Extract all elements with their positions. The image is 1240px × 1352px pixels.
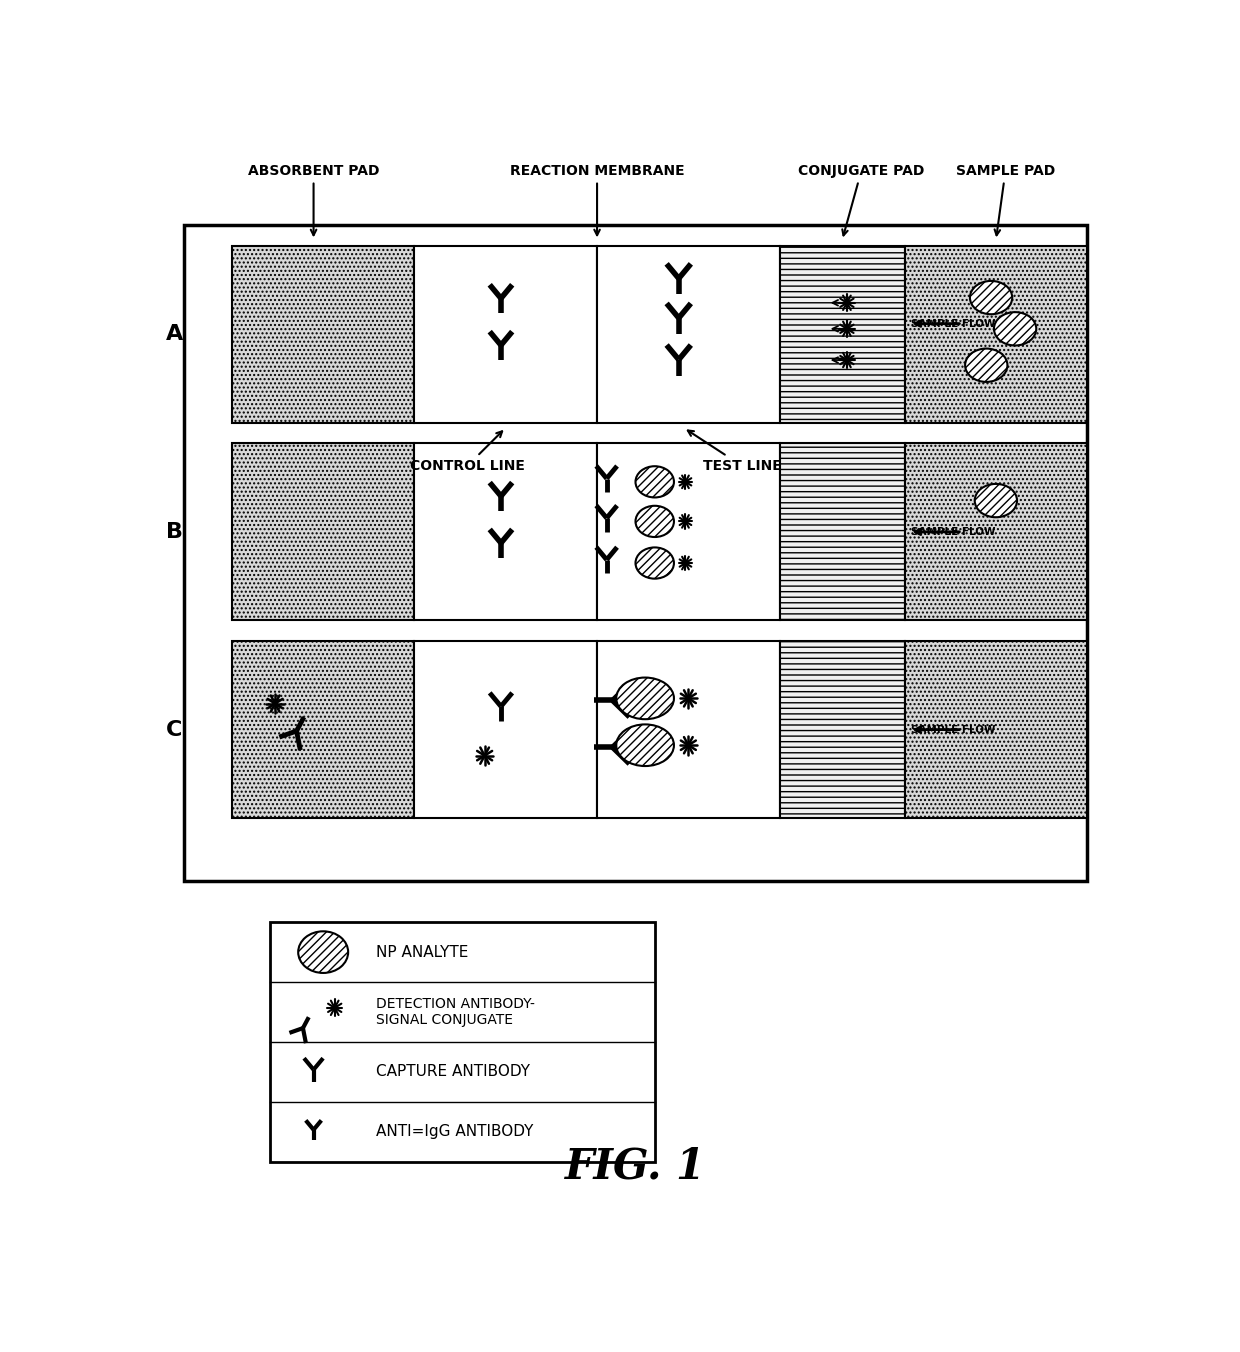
Bar	[184, 224, 1087, 880]
Bar	[905, 246, 1087, 422]
Ellipse shape	[616, 725, 675, 767]
Bar	[232, 641, 414, 818]
Text: SAMPLE FLOW: SAMPLE FLOW	[911, 319, 996, 329]
Bar	[780, 641, 904, 818]
Ellipse shape	[975, 484, 1017, 518]
Bar	[780, 443, 904, 621]
Bar	[905, 641, 1087, 818]
Text: C: C	[166, 719, 182, 740]
Bar	[905, 443, 1087, 621]
Ellipse shape	[965, 349, 1007, 381]
Text: CAPTURE ANTIBODY: CAPTURE ANTIBODY	[376, 1064, 529, 1079]
Text: CONTROL LINE: CONTROL LINE	[410, 431, 525, 473]
Text: SAMPLE PAD: SAMPLE PAD	[956, 164, 1055, 235]
Text: SAMPLE FLOW: SAMPLE FLOW	[911, 527, 996, 537]
Bar	[596, 246, 780, 422]
Bar	[414, 246, 598, 422]
Ellipse shape	[635, 506, 675, 537]
Bar	[232, 246, 414, 422]
Bar	[414, 641, 598, 818]
Bar	[596, 641, 780, 818]
Text: NP ANALYTE: NP ANALYTE	[376, 945, 469, 960]
Ellipse shape	[616, 677, 675, 719]
Bar	[270, 922, 655, 1161]
Bar	[596, 443, 780, 621]
Ellipse shape	[635, 548, 675, 579]
Text: ANTI=IgG ANTIBODY: ANTI=IgG ANTIBODY	[376, 1125, 533, 1140]
Text: ABSORBENT PAD: ABSORBENT PAD	[248, 164, 379, 235]
Text: B: B	[166, 522, 182, 542]
Text: CONJUGATE PAD: CONJUGATE PAD	[799, 164, 925, 235]
Text: SAMPLE FLOW: SAMPLE FLOW	[911, 725, 996, 734]
Text: FIG. 1: FIG. 1	[565, 1145, 706, 1187]
Bar	[414, 443, 598, 621]
Text: TEST LINE: TEST LINE	[688, 430, 781, 473]
Text: REACTION MEMBRANE: REACTION MEMBRANE	[510, 164, 684, 235]
Bar	[780, 246, 904, 422]
Text: DETECTION ANTIBODY-
SIGNAL CONJUGATE: DETECTION ANTIBODY- SIGNAL CONJUGATE	[376, 996, 534, 1028]
Ellipse shape	[298, 932, 348, 973]
Bar	[232, 443, 414, 621]
Text: A: A	[166, 324, 182, 343]
Ellipse shape	[635, 466, 675, 498]
Ellipse shape	[970, 281, 1012, 314]
Ellipse shape	[994, 312, 1037, 346]
